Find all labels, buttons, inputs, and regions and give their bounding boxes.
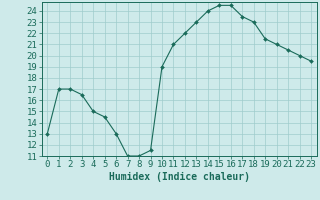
X-axis label: Humidex (Indice chaleur): Humidex (Indice chaleur)	[109, 172, 250, 182]
